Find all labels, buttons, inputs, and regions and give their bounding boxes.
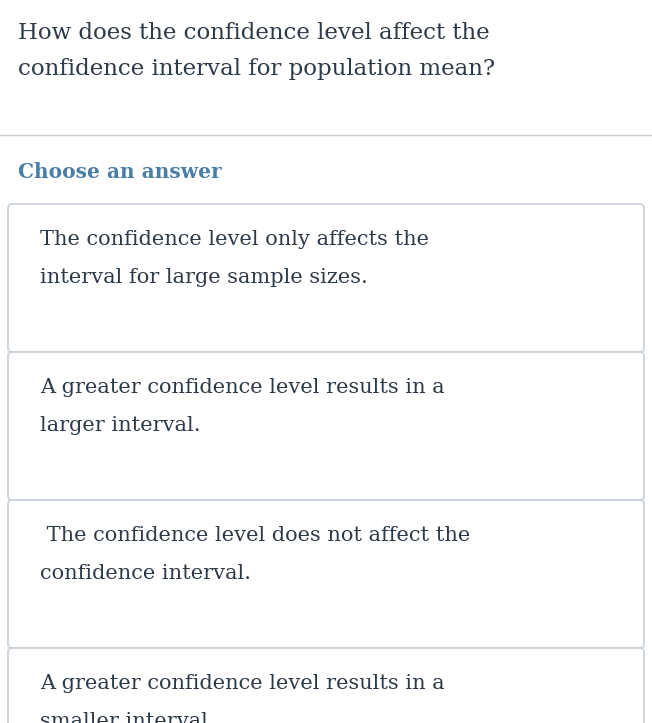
Text: Choose an answer: Choose an answer: [18, 162, 222, 182]
Text: The confidence level only affects the: The confidence level only affects the: [40, 230, 429, 249]
Text: A greater confidence level results in a: A greater confidence level results in a: [40, 378, 445, 397]
FancyBboxPatch shape: [8, 352, 644, 500]
Text: smaller interval.: smaller interval.: [40, 712, 215, 723]
Text: confidence interval.: confidence interval.: [40, 564, 251, 583]
Text: A greater confidence level results in a: A greater confidence level results in a: [40, 674, 445, 693]
Text: The confidence level does not affect the: The confidence level does not affect the: [40, 526, 470, 545]
FancyBboxPatch shape: [8, 648, 644, 723]
Text: How does the confidence level affect the: How does the confidence level affect the: [18, 22, 490, 44]
Text: confidence interval for population mean?: confidence interval for population mean?: [18, 58, 495, 80]
Text: interval for large sample sizes.: interval for large sample sizes.: [40, 268, 368, 287]
Text: larger interval.: larger interval.: [40, 416, 201, 435]
FancyBboxPatch shape: [8, 204, 644, 352]
FancyBboxPatch shape: [8, 500, 644, 648]
